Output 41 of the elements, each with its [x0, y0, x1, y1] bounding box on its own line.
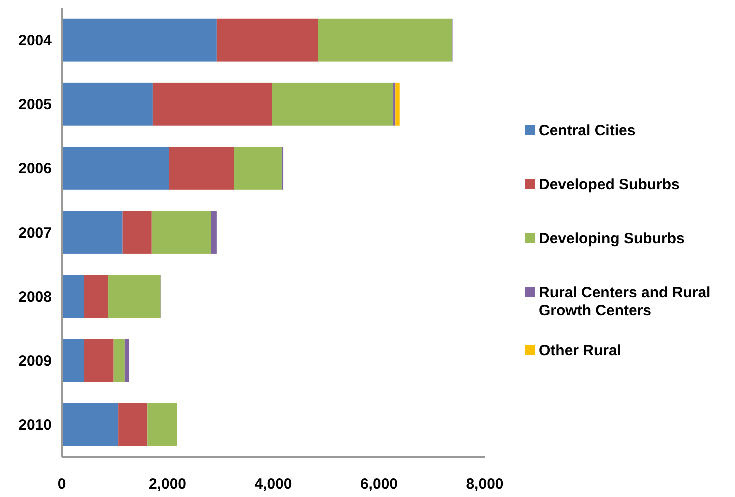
x-tick-label: 0 — [58, 476, 66, 493]
bar — [122, 211, 152, 254]
x-tick-label: 4,000 — [254, 476, 292, 493]
bar — [62, 403, 119, 446]
x-tick-label: 8,000 — [466, 476, 504, 493]
bar — [62, 146, 170, 190]
bar — [234, 146, 282, 190]
bar — [62, 275, 84, 318]
y-tick-label: 2005 — [18, 96, 52, 114]
bar — [62, 18, 217, 62]
bar — [152, 82, 272, 126]
legend-label: Rural Centers and Rural Growth Centers — [539, 284, 711, 320]
bar — [272, 82, 394, 126]
bar — [114, 339, 125, 382]
legend-label: Developed Suburbs — [539, 176, 680, 194]
bar — [62, 211, 123, 254]
bar — [396, 82, 400, 126]
bar — [118, 403, 148, 446]
bar — [169, 146, 234, 190]
bar — [84, 339, 114, 382]
y-tick-label: 2010 — [18, 416, 52, 434]
bar — [62, 339, 84, 382]
y-tick-label: 2009 — [18, 352, 52, 370]
bar — [152, 211, 212, 254]
bar — [216, 18, 318, 62]
bar — [318, 18, 452, 62]
bar — [148, 403, 178, 446]
bar — [62, 82, 153, 126]
y-tick-label: 2004 — [18, 32, 53, 50]
x-tick-label: 6,000 — [360, 476, 398, 493]
x-tick-label: 2,000 — [148, 476, 187, 493]
bar — [124, 339, 130, 382]
bar — [211, 211, 217, 254]
y-tick-label: 2008 — [18, 288, 52, 306]
legend-label: Other Rural — [539, 342, 622, 360]
bar — [108, 275, 161, 318]
bar — [84, 275, 109, 318]
legend-label: Central Cities — [539, 122, 636, 140]
y-tick-label: 2006 — [18, 160, 52, 178]
y-tick-label: 2007 — [18, 224, 52, 242]
legend-label: Developing Suburbs — [539, 230, 685, 248]
